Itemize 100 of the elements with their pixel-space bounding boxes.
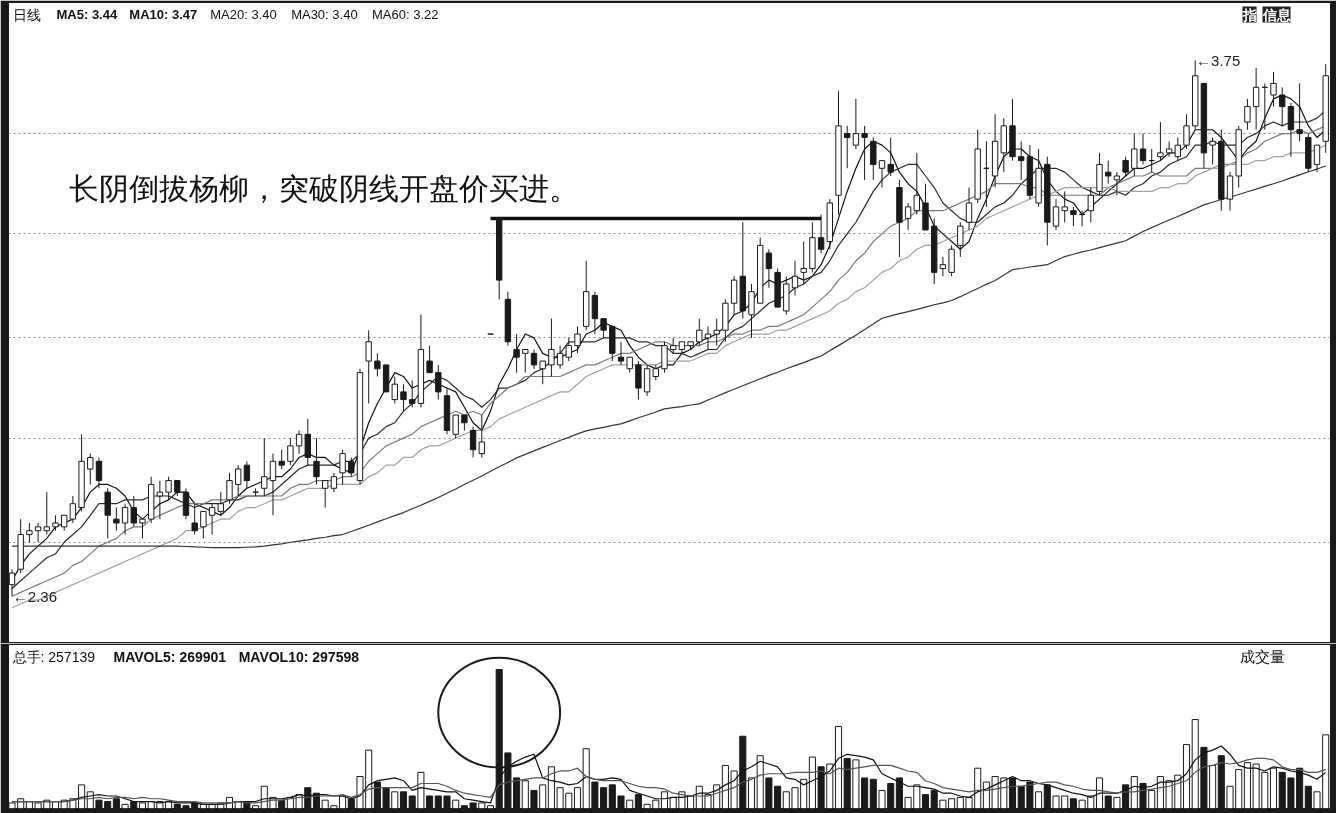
candlestick <box>1070 206 1077 227</box>
candlestick <box>713 318 720 347</box>
annotation: MA30: 3.40 <box>291 7 358 22</box>
candlestick <box>165 476 172 501</box>
candlestick <box>208 503 216 536</box>
candlestick <box>661 341 668 374</box>
candlestick <box>730 275 738 316</box>
candlestick <box>321 480 329 509</box>
candlestick <box>852 98 860 150</box>
chart-title: 成交量 <box>1240 648 1285 665</box>
candlestick <box>130 495 137 528</box>
candlestick <box>1183 113 1190 150</box>
candlestick <box>696 318 703 347</box>
candlestick <box>1131 133 1138 177</box>
candlestick <box>478 414 485 458</box>
candlestick <box>1105 160 1112 185</box>
candlestick <box>295 429 303 455</box>
candlestick <box>800 241 807 285</box>
candlestick <box>765 248 773 289</box>
candlestick <box>139 518 146 539</box>
candlestick <box>269 453 277 516</box>
candlestick <box>191 503 198 536</box>
candlestick <box>43 491 50 536</box>
candlestick <box>182 487 190 520</box>
candlestick <box>861 125 868 181</box>
candlestick <box>400 383 407 412</box>
candlestick <box>374 352 381 377</box>
candlestick <box>348 456 355 478</box>
candlestick <box>617 341 625 366</box>
candlestick <box>452 414 459 439</box>
candlestick <box>1165 140 1173 158</box>
candlestick <box>391 375 398 404</box>
candlestick <box>870 136 877 181</box>
candlestick <box>913 152 920 216</box>
text: MAVOL5: 269901 <box>113 648 227 665</box>
candlestick <box>1018 140 1025 181</box>
candlestick <box>278 449 285 470</box>
candlestick <box>948 244 955 277</box>
text: 总手: 257139 <box>11 648 96 665</box>
candlestick <box>95 456 103 489</box>
candlestick <box>1122 156 1129 177</box>
candlestick <box>200 510 207 539</box>
candlestick <box>513 333 520 374</box>
candlestick <box>330 472 338 493</box>
annotation: ←2.36 <box>12 587 58 605</box>
candlestick <box>217 491 224 516</box>
candlestick <box>261 437 268 497</box>
candlestick <box>704 325 712 350</box>
candlestick <box>1052 198 1060 231</box>
annotation: 信息 <box>1261 6 1292 23</box>
candlestick <box>539 360 546 385</box>
annotation: MA5: 3.44 <box>56 7 118 22</box>
candlestick <box>26 522 33 543</box>
candlestick <box>1313 144 1321 173</box>
candlestick <box>530 348 538 370</box>
candlestick <box>957 221 964 258</box>
candlestick <box>635 360 642 401</box>
candlestick <box>104 487 111 539</box>
candlestick <box>113 507 120 532</box>
candlestick <box>1139 133 1147 165</box>
candlestick <box>965 187 973 231</box>
candlestick <box>121 503 129 536</box>
candlestick <box>313 437 320 485</box>
candlestick <box>426 345 433 374</box>
candlestick <box>469 426 477 458</box>
candlestick <box>304 418 311 466</box>
text: MAVOL10: 297598 <box>238 648 360 665</box>
candlestick <box>1113 171 1121 196</box>
annotation: 指 <box>1241 6 1257 23</box>
candlestick <box>522 348 529 374</box>
candlestick <box>791 260 799 297</box>
candlestick <box>339 449 346 485</box>
candlestick <box>87 453 94 485</box>
candlestick <box>591 291 599 335</box>
candlestick <box>600 318 607 339</box>
candlestick <box>904 202 912 231</box>
annotation: MA10: 3.47 <box>129 7 198 22</box>
candlestick <box>556 345 564 370</box>
candlestick <box>1157 121 1164 162</box>
candlestick <box>435 364 442 401</box>
bar <box>921 794 930 809</box>
candlestick <box>887 136 894 177</box>
candlestick <box>1287 102 1295 158</box>
candlestick <box>844 125 851 169</box>
chart-title: 日线 <box>12 6 41 23</box>
annotation: MA60: 3.22 <box>372 7 439 22</box>
candlestick <box>1061 190 1068 223</box>
candlestick <box>1087 187 1095 223</box>
candlestick <box>34 522 42 543</box>
candlestick <box>226 472 233 505</box>
candlestick <box>243 460 251 489</box>
candlestick <box>748 283 755 339</box>
candlestick <box>1226 171 1234 212</box>
candlestick <box>1244 98 1251 131</box>
annotation: 长阴倒拔杨柳，突破阴线开盘价买进。 <box>68 172 579 205</box>
candlestick <box>69 495 77 524</box>
candlestick <box>408 379 416 408</box>
candlestick <box>1209 136 1216 165</box>
candlestick <box>643 364 651 397</box>
candlestick <box>878 160 886 189</box>
